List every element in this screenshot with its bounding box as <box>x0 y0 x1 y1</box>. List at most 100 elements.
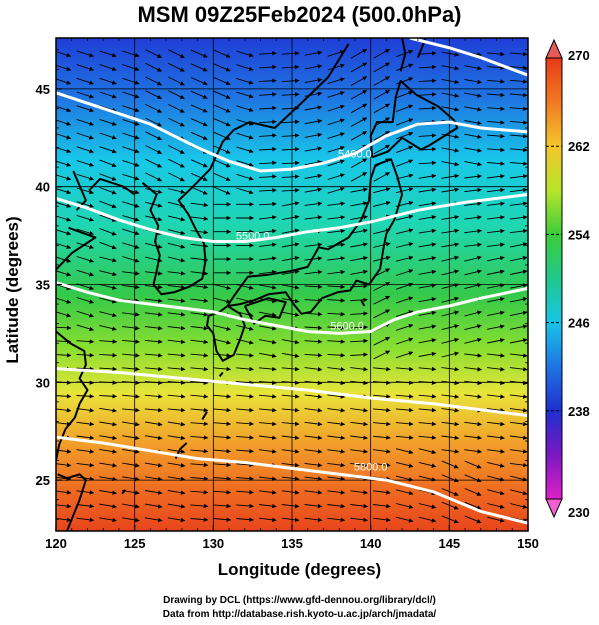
wind-vector <box>418 105 437 111</box>
wind-vector <box>258 517 277 523</box>
wind-vector <box>487 106 505 112</box>
wind-vector <box>396 159 414 167</box>
wind-vector <box>213 490 232 495</box>
wind-vector <box>167 490 186 495</box>
wind-vector <box>167 215 186 222</box>
wind-vector <box>395 380 414 385</box>
wind-vector <box>190 49 208 58</box>
wind-vector <box>167 503 186 509</box>
wind-vector <box>304 352 323 358</box>
wind-vector <box>99 118 117 126</box>
wind-vector <box>441 460 459 469</box>
wind-vector <box>509 297 528 303</box>
wind-vector <box>464 201 482 206</box>
wind-vector <box>304 394 323 399</box>
wind-vector <box>487 353 505 358</box>
wind-vector <box>236 160 254 167</box>
wind-vector <box>327 201 346 206</box>
wind-vector <box>213 283 231 290</box>
wind-vector <box>76 173 94 181</box>
wind-vector <box>395 255 414 262</box>
wind-vector <box>122 325 140 331</box>
wind-vector <box>122 214 140 222</box>
wind-vector <box>509 475 528 482</box>
wind-vector <box>168 103 185 113</box>
wind-vector <box>487 421 505 427</box>
wind-vector <box>99 270 117 277</box>
wind-vector <box>213 131 231 140</box>
wind-vector <box>304 476 323 481</box>
wind-vector <box>304 119 323 125</box>
wind-vector <box>350 89 368 100</box>
wind-vector <box>76 435 95 440</box>
wind-vector <box>190 312 209 317</box>
wind-vector <box>145 117 163 127</box>
wind-vector <box>145 158 163 168</box>
wind-vector <box>304 50 323 56</box>
wind-vector <box>76 256 94 263</box>
wind-vector <box>99 517 117 523</box>
wind-vector <box>281 188 300 193</box>
wind-vector <box>350 172 368 182</box>
wind-vector <box>145 145 163 154</box>
contour-label: 5500.0 <box>236 231 270 243</box>
wind-vector <box>464 78 482 85</box>
wind-vector <box>487 489 505 496</box>
wind-vector <box>509 394 528 399</box>
wind-vector <box>395 228 414 235</box>
wind-vector <box>76 77 94 85</box>
wind-vector <box>464 460 482 469</box>
wind-vector <box>509 408 528 413</box>
y-tick-label: 40 <box>36 180 50 195</box>
wind-vector <box>373 394 391 399</box>
wind-vector <box>236 173 254 181</box>
wind-vector <box>487 461 505 468</box>
wind-vector <box>464 92 482 98</box>
wind-vector <box>144 353 163 358</box>
wind-vector <box>99 462 117 468</box>
wind-vector <box>281 503 300 509</box>
wind-vector <box>464 215 482 220</box>
wind-vector <box>350 449 368 454</box>
wind-vector <box>190 407 209 413</box>
wind-vector <box>144 421 163 427</box>
wind-vector <box>167 421 186 427</box>
wind-vector <box>373 336 391 346</box>
wind-vector <box>76 421 95 427</box>
wind-vector <box>487 408 505 413</box>
wind-vector <box>236 503 254 509</box>
wind-vector <box>395 461 414 468</box>
wind-vector <box>99 146 117 154</box>
height-contour <box>56 91 528 173</box>
wind-vector <box>213 77 231 86</box>
wind-vector <box>213 462 232 468</box>
wind-vector <box>99 448 117 454</box>
wind-vector <box>441 242 460 248</box>
wind-vector <box>509 106 528 112</box>
wind-vector <box>350 256 368 262</box>
wind-vector <box>76 490 95 495</box>
wind-vector <box>168 172 185 182</box>
wind-vector <box>418 78 437 84</box>
wind-vector <box>236 490 254 495</box>
colorbar-label: 270 <box>568 48 590 63</box>
wind-vector <box>509 503 528 509</box>
wind-vector <box>327 187 345 194</box>
coastline <box>226 158 404 315</box>
wind-vector <box>76 310 94 318</box>
wind-vector <box>76 201 94 208</box>
wind-vector <box>373 449 391 454</box>
wind-vector <box>487 380 505 386</box>
wind-vector <box>76 146 94 154</box>
wind-vector <box>418 475 437 482</box>
wind-vector <box>441 515 459 524</box>
wind-vector <box>258 366 277 372</box>
wind-vector <box>122 146 140 154</box>
coastline <box>88 177 136 196</box>
wind-vector <box>122 173 140 181</box>
wind-vector <box>145 62 163 72</box>
wind-vector <box>190 503 209 509</box>
wind-vector <box>441 65 460 71</box>
wind-vector <box>99 490 117 495</box>
wind-vector <box>213 324 231 331</box>
